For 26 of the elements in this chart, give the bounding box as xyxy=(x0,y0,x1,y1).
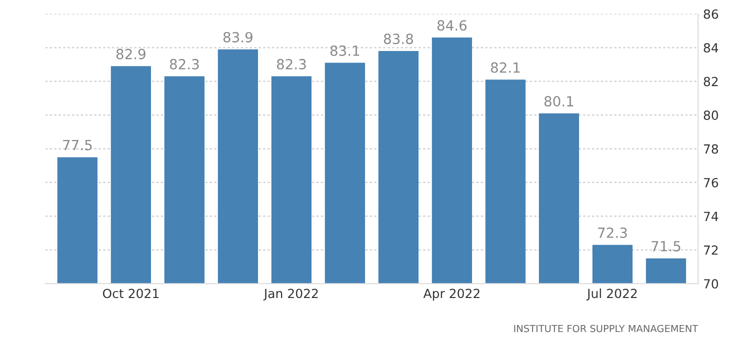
x-tick-label: Apr 2022 xyxy=(423,288,480,301)
data-label: 77.5 xyxy=(63,140,92,150)
data-label: 72.3 xyxy=(598,227,627,238)
x-tick-label: Jan 2022 xyxy=(263,288,318,300)
data-label: 82.1 xyxy=(490,62,520,73)
data-label: 71.5 xyxy=(652,241,680,252)
text: INSTITUTE FOR SUPPLY MANAGEMENT xyxy=(514,324,698,332)
data-label: 82.9 xyxy=(116,48,146,60)
data-label: 82.3 xyxy=(170,58,199,70)
y-tick-label: 78 xyxy=(704,144,718,154)
data-label: 82.3 xyxy=(276,58,306,70)
y-tick-label: 76 xyxy=(704,178,718,188)
x-tick-label: Jul 2022 xyxy=(586,288,637,300)
y-tick-label: 86 xyxy=(704,9,718,19)
data-label: 80.1 xyxy=(544,96,574,107)
y-tick-label: 70 xyxy=(704,279,718,289)
data-label: 83.8 xyxy=(384,34,413,44)
x-tick-label: Oct 2021 xyxy=(102,288,158,298)
data-label: 83.1 xyxy=(330,45,360,56)
y-tick-label: 74 xyxy=(704,212,718,221)
data-label: 83.9 xyxy=(223,32,252,42)
y-tick-label: 84 xyxy=(704,43,718,53)
y-tick-label: 72 xyxy=(704,245,718,255)
y-tick-label: 80 xyxy=(704,110,718,120)
y-tick-label: 82 xyxy=(704,76,718,86)
data-label: 84.6 xyxy=(437,20,467,31)
